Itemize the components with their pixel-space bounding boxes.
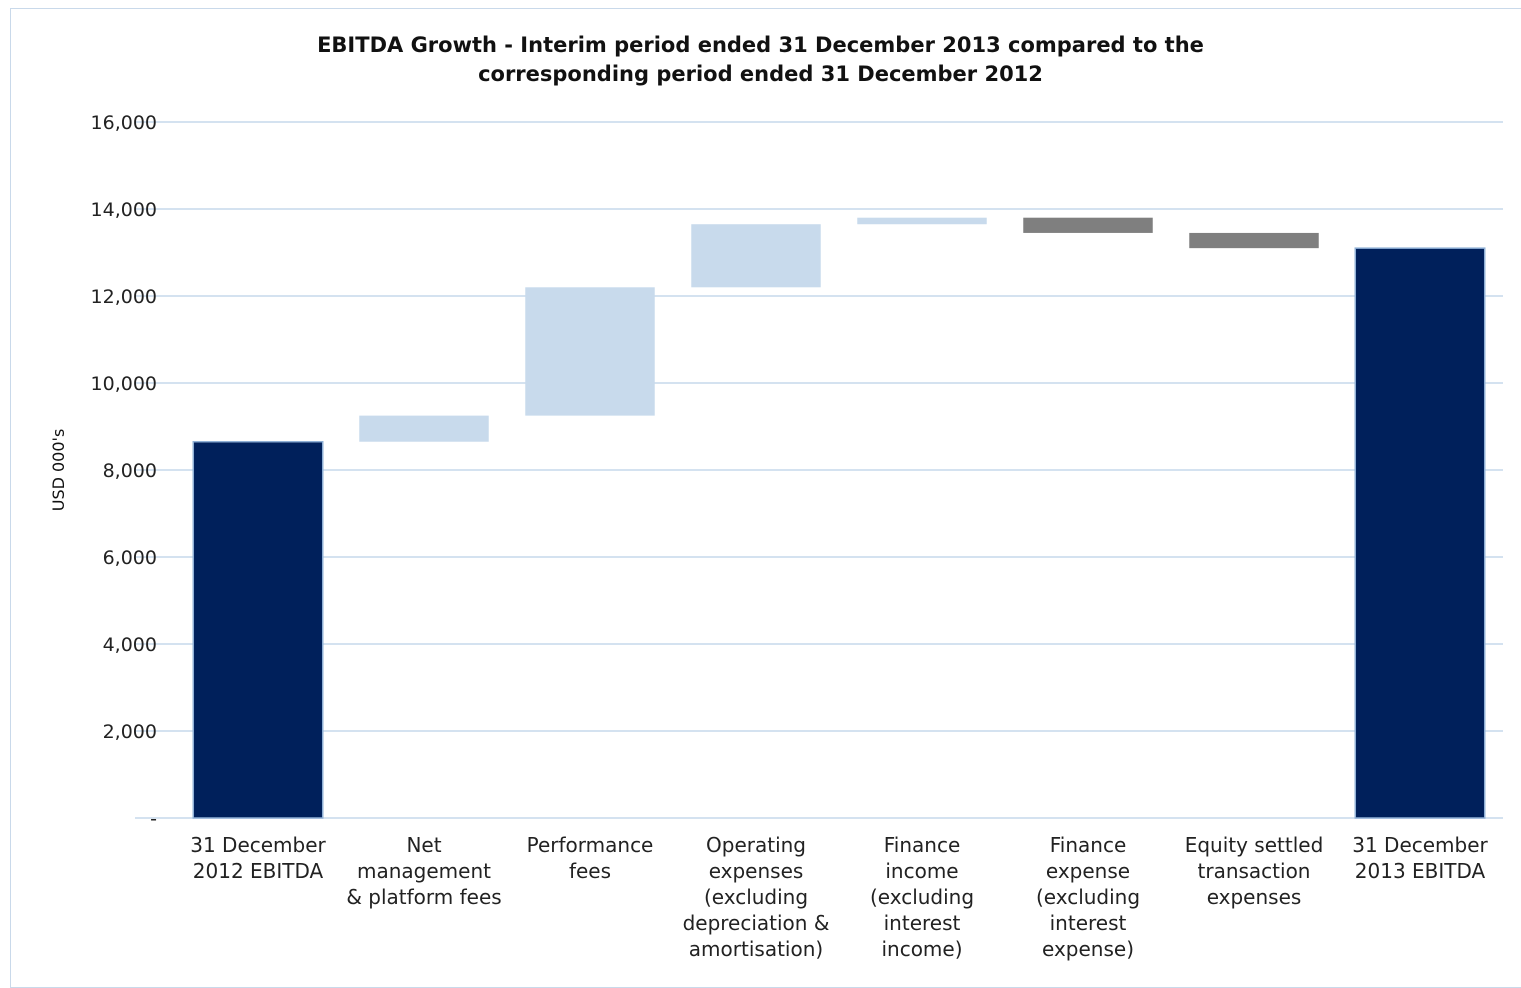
- x-tick-label-line: expenses: [1207, 885, 1302, 909]
- bar-decrease: [1189, 232, 1319, 249]
- x-tick-label-line: expenses: [709, 859, 804, 883]
- y-tick-label: 12,000: [91, 286, 157, 308]
- y-tick-label: -: [150, 808, 157, 830]
- x-tick-label-line: 2012 EBITDA: [193, 859, 324, 883]
- x-tick-label: Finance expense (excluding interest expense): [1036, 833, 1140, 961]
- x-tick-label-line: (excluding: [870, 885, 974, 909]
- y-tick-label: 16,000: [91, 112, 157, 134]
- x-tick-label-line: Finance: [884, 833, 961, 857]
- x-tick-label-line: expense): [1042, 937, 1134, 961]
- x-tick-label-line: income: [885, 859, 958, 883]
- x-tick-label-line: 31 December: [1352, 833, 1488, 857]
- bar-total: [1354, 247, 1486, 819]
- x-tick-label: 31 December 2012 EBITDA: [190, 833, 326, 883]
- bar-increase: [525, 287, 655, 416]
- chart-title-line-1: EBITDA Growth - Interim period ended 31 …: [317, 33, 1204, 57]
- x-tick-label-line: expense: [1046, 859, 1130, 883]
- gridlines: [135, 121, 1503, 819]
- x-tick-label-line: Net: [406, 833, 441, 857]
- y-tick-label: 10,000: [91, 373, 157, 395]
- x-tick-label-line: Finance: [1050, 833, 1127, 857]
- y-tick-label: 2,000: [103, 721, 157, 743]
- bar-increase: [691, 224, 821, 288]
- x-tick-label-line: Operating: [706, 833, 806, 857]
- x-tick-label-line: Equity settled: [1185, 833, 1324, 857]
- x-tick-label-line: (excluding: [1036, 885, 1140, 909]
- x-tick-label: Finance income (excluding interest income): [870, 833, 974, 961]
- x-tick-label-line: interest: [1050, 911, 1127, 935]
- x-tick-label-line: amortisation): [689, 937, 823, 961]
- bars: [192, 217, 1486, 819]
- y-tick-label: 14,000: [91, 199, 157, 221]
- y-tick-label: 4,000: [103, 634, 157, 656]
- bar-increase: [359, 415, 489, 442]
- bar-total: [192, 440, 324, 819]
- x-tick-label-line: 2013 EBITDA: [1355, 859, 1486, 883]
- y-tick-label: 6,000: [103, 547, 157, 569]
- x-tick-label: Equity settled transaction expenses: [1185, 833, 1324, 909]
- x-tick-label-line: (excluding: [704, 885, 808, 909]
- x-tick-label: Performance fees: [527, 833, 654, 883]
- bar-increase: [857, 217, 987, 225]
- x-tick-label: Net management & platform fees: [346, 833, 501, 909]
- x-tick-label: 31 December 2013 EBITDA: [1352, 833, 1488, 883]
- x-tick-label-line: Performance: [527, 833, 654, 857]
- x-tick-label-line: depreciation &: [683, 911, 830, 935]
- chart-title-line-2: corresponding period ended 31 December 2…: [478, 62, 1043, 86]
- y-tick-label: 8,000: [103, 460, 157, 482]
- x-tick-label-line: 31 December: [190, 833, 326, 857]
- y-axis-label: USD 000's: [49, 429, 68, 512]
- chart-title: EBITDA Growth - Interim period ended 31 …: [0, 31, 1521, 89]
- x-tick-label-line: transaction: [1198, 859, 1311, 883]
- x-tick-label-line: income): [881, 937, 962, 961]
- y-axis-ticks: - 2,000 4,000 6,000 8,000 10,000 12,000 14,000 1…: [91, 112, 157, 830]
- x-tick-label-line: & platform fees: [346, 885, 501, 909]
- bar-decrease: [1023, 217, 1153, 233]
- x-tick-label-line: fees: [569, 859, 611, 883]
- x-tick-label: Operating expenses (excluding depreciation …: [683, 833, 830, 961]
- x-tick-label-line: management: [357, 859, 491, 883]
- x-tick-label-line: interest: [884, 911, 961, 935]
